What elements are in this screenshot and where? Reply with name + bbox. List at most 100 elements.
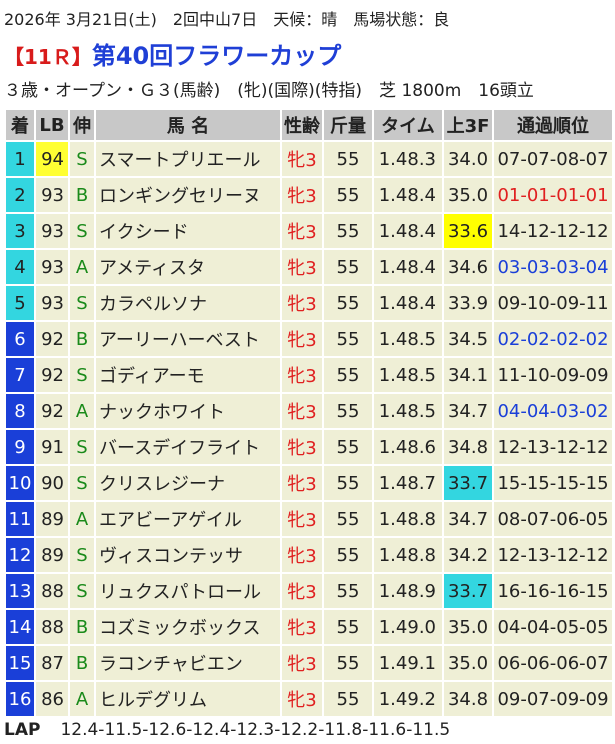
- result-row: 3 93 S イクシード 牝3 55 1.48.4 33.6 14-12-12-12: [4, 212, 614, 250]
- cell: 94: [34, 140, 70, 178]
- cell: 1.48.8: [372, 500, 444, 538]
- cell: スマートプリエール: [94, 140, 282, 178]
- cell: 09-07-09-09: [492, 680, 614, 718]
- cell: ロンギングセリーヌ: [94, 176, 282, 214]
- cell: リュクスパトロール: [94, 572, 282, 610]
- cell: B: [68, 608, 96, 646]
- cell: ヒルデグリム: [94, 680, 282, 718]
- cell: 87: [34, 644, 70, 682]
- cell: 牝3: [280, 500, 324, 538]
- cell: 8: [4, 392, 36, 430]
- result-row: 11 89 A エアビーアゲイル 牝3 55 1.48.8 34.7 08-07-06-05: [4, 500, 614, 538]
- cell: 10: [4, 464, 36, 502]
- result-table: 着 LB 伸馬 名性齢 斤量 タイム 上3F 通過順位 1 94 S スマートプリエール 牝3 55 1…: [4, 108, 614, 718]
- cell: 5: [4, 284, 36, 322]
- result-row: 14 88 B コズミックボックス 牝3 55 1.49.0 35.0 04-04-05-05: [4, 608, 614, 646]
- column-header: 性齢: [280, 108, 324, 142]
- cell: 90: [34, 464, 70, 502]
- race-info: 2026年 3月21日(土) 2回中山7日 天候：晴 馬場状態：良: [4, 10, 450, 29]
- cell: 1.48.5: [372, 356, 444, 394]
- cell: 1.48.8: [372, 536, 444, 574]
- cell: 1.48.4: [372, 248, 444, 286]
- cell: 33.6: [442, 212, 494, 250]
- cell: 04-04-05-05: [492, 608, 614, 646]
- cell: 11: [4, 500, 36, 538]
- cell: 1.48.9: [372, 572, 444, 610]
- cell: 89: [34, 500, 70, 538]
- result-row: 4 93 A アメティスタ 牝3 55 1.48.4 34.6 03-03-03-04: [4, 248, 614, 286]
- cell: 1.49.0: [372, 608, 444, 646]
- cell: 34.0: [442, 140, 494, 178]
- cell: 4: [4, 248, 36, 286]
- race-title: 【11Ｒ】第40回フラワーカップ: [4, 36, 341, 71]
- cell: ヴィスコンテッサ: [94, 536, 282, 574]
- cell: 02-02-02-02: [492, 320, 614, 358]
- cell: 牝3: [280, 356, 324, 394]
- cell: 88: [34, 572, 70, 610]
- cell: 34.7: [442, 500, 494, 538]
- cell: 93: [34, 212, 70, 250]
- cell: 55: [322, 284, 374, 322]
- cell: 牝3: [280, 464, 324, 502]
- cell: S: [68, 140, 96, 178]
- cell: 55: [322, 500, 374, 538]
- column-header: 伸: [68, 108, 96, 142]
- table-body: 1 94 S スマートプリエール 牝3 55 1.48.3 34.0 07-07-08-07 2 9…: [4, 140, 614, 718]
- column-header: タイム: [372, 108, 444, 142]
- cell: 牝3: [280, 644, 324, 682]
- cell: 55: [322, 392, 374, 430]
- cell: 1.48.4: [372, 284, 444, 322]
- cell: 牝3: [280, 536, 324, 574]
- cell: 88: [34, 608, 70, 646]
- cell: 55: [322, 212, 374, 250]
- cell: S: [68, 356, 96, 394]
- result-row: 5 93 S カラペルソナ 牝3 55 1.48.4 33.9 09-10-09-11: [4, 284, 614, 322]
- cell: 93: [34, 176, 70, 214]
- result-row: 12 89 S ヴィスコンテッサ 牝3 55 1.48.8 34.2 12-13-12-12: [4, 536, 614, 574]
- cell: コズミックボックス: [94, 608, 282, 646]
- cell: S: [68, 284, 96, 322]
- cell: 55: [322, 572, 374, 610]
- result-row: 7 92 S ゴディアーモ 牝3 55 1.48.5 34.1 11-10-09-09: [4, 356, 614, 394]
- result-row: 8 92 A ナックホワイト 牝3 55 1.48.5 34.7 04-04-03-02: [4, 392, 614, 430]
- cell: 14-12-12-12: [492, 212, 614, 250]
- cell: 1.48.3: [372, 140, 444, 178]
- cell: 牝3: [280, 212, 324, 250]
- column-header: 斤量: [322, 108, 374, 142]
- cell: 07-07-08-07: [492, 140, 614, 178]
- cell: 牝3: [280, 140, 324, 178]
- lap-label: LAP: [4, 720, 41, 740]
- cell: アーリーハーベスト: [94, 320, 282, 358]
- cell: 55: [322, 644, 374, 682]
- cell: 16: [4, 680, 36, 718]
- cell: 牝3: [280, 572, 324, 610]
- cell: A: [68, 500, 96, 538]
- cell: B: [68, 176, 96, 214]
- cell: 牝3: [280, 284, 324, 322]
- cell: S: [68, 212, 96, 250]
- cell: 33.7: [442, 464, 494, 502]
- result-row: 13 88 S リュクスパトロール 牝3 55 1.48.9 33.7 16-16-16-15: [4, 572, 614, 610]
- cell: 16-16-16-15: [492, 572, 614, 610]
- cell: 12-13-12-12: [492, 536, 614, 574]
- cell: 牝3: [280, 608, 324, 646]
- cell: 55: [322, 176, 374, 214]
- cell: 1.48.4: [372, 212, 444, 250]
- cell: 1.48.4: [372, 176, 444, 214]
- cell: 1.48.5: [372, 392, 444, 430]
- race-conditions: ３歳・オープン・Ｇ３(馬齢) (牝)(国際)(特指) 芝 1800m 16頭立: [4, 81, 534, 101]
- cell: 牝3: [280, 428, 324, 466]
- cell: 55: [322, 464, 374, 502]
- result-row: 10 90 S クリスレジーナ 牝3 55 1.48.7 33.7 15-15-15-15: [4, 464, 614, 502]
- cell: S: [68, 536, 96, 574]
- cell: 牝3: [280, 248, 324, 286]
- cell: 9: [4, 428, 36, 466]
- column-header: 馬 名: [94, 108, 282, 142]
- cell: B: [68, 644, 96, 682]
- cell: 14: [4, 608, 36, 646]
- column-header: 着: [4, 108, 36, 142]
- cell: 92: [34, 320, 70, 358]
- column-header: 上3F: [442, 108, 494, 142]
- cell: 牝3: [280, 680, 324, 718]
- cell: 01-01-01-01: [492, 176, 614, 214]
